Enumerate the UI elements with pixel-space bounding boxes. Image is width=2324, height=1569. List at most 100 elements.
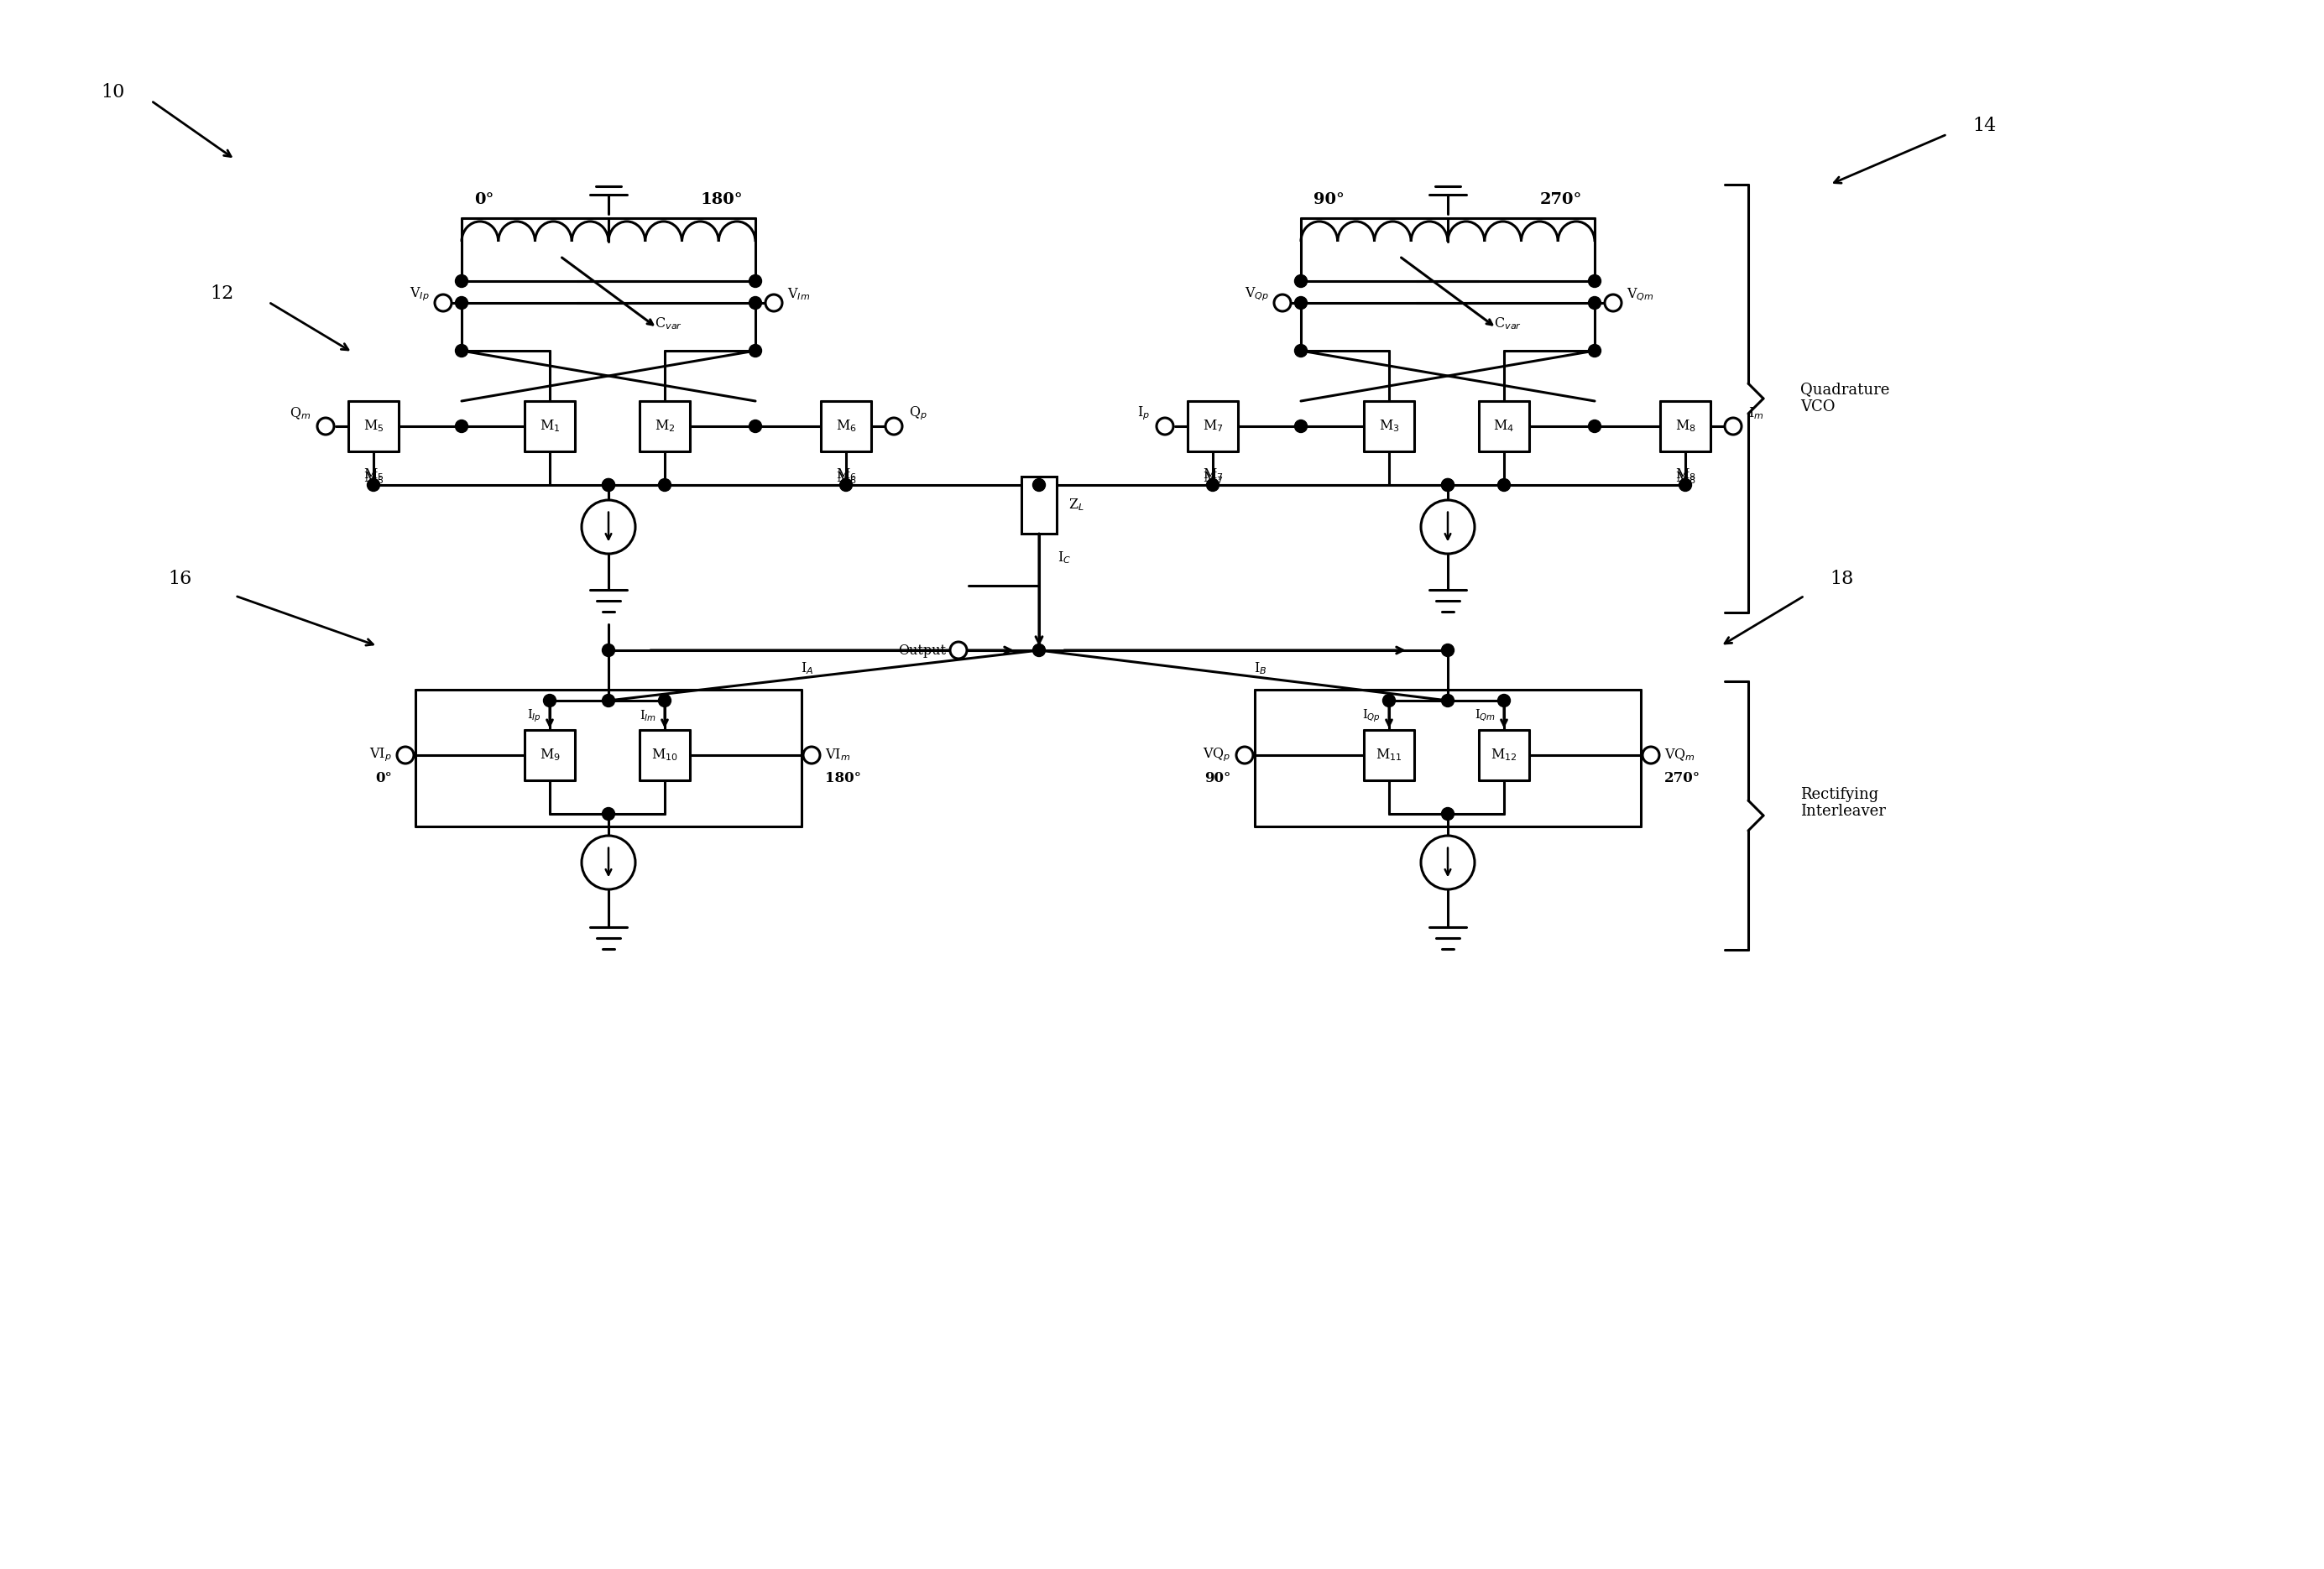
- Circle shape: [1643, 747, 1659, 764]
- Text: 0°: 0°: [474, 191, 493, 207]
- Text: M$_8$: M$_8$: [1676, 466, 1697, 482]
- Circle shape: [1294, 297, 1306, 309]
- Text: M$_3$: M$_3$: [1378, 419, 1399, 435]
- Text: VI$_m$: VI$_m$: [825, 747, 851, 763]
- Text: M$_7$: M$_7$: [1202, 469, 1222, 485]
- Text: Quadrature
VCO: Quadrature VCO: [1801, 383, 1889, 414]
- Circle shape: [1441, 695, 1455, 708]
- Text: C$_{var}$: C$_{var}$: [655, 315, 683, 331]
- Circle shape: [397, 747, 414, 764]
- Text: 10: 10: [100, 83, 125, 102]
- Text: Q$_p$: Q$_p$: [909, 405, 927, 422]
- Circle shape: [1441, 479, 1455, 491]
- Circle shape: [602, 643, 616, 656]
- Text: I$_{Qp}$: I$_{Qp}$: [1362, 708, 1380, 723]
- Text: V$_{Qm}$: V$_{Qm}$: [1627, 287, 1655, 303]
- Text: M$_6$: M$_6$: [837, 469, 858, 485]
- Circle shape: [658, 479, 672, 491]
- Circle shape: [602, 479, 616, 491]
- Text: M$_4$: M$_4$: [1494, 419, 1515, 435]
- Circle shape: [1606, 295, 1622, 311]
- Text: 90°: 90°: [1313, 191, 1346, 207]
- Text: M$_8$: M$_8$: [1676, 419, 1697, 435]
- Circle shape: [1274, 295, 1290, 311]
- Circle shape: [1441, 808, 1455, 821]
- Circle shape: [1032, 643, 1046, 656]
- Text: M$_2$: M$_2$: [655, 419, 674, 435]
- Circle shape: [885, 417, 902, 435]
- Circle shape: [951, 642, 967, 659]
- Text: M$_9$: M$_9$: [539, 747, 560, 763]
- Text: I$_{Ip}$: I$_{Ip}$: [528, 708, 541, 723]
- Circle shape: [1441, 479, 1455, 491]
- Text: Q$_m$: Q$_m$: [288, 406, 311, 422]
- Circle shape: [456, 420, 467, 433]
- Circle shape: [658, 695, 672, 708]
- Text: 90°: 90°: [1204, 772, 1232, 786]
- Circle shape: [544, 695, 555, 708]
- Circle shape: [1294, 275, 1306, 287]
- Circle shape: [748, 297, 762, 309]
- Text: Rectifying
Interleaver: Rectifying Interleaver: [1801, 786, 1885, 819]
- Circle shape: [1587, 275, 1601, 287]
- Circle shape: [1206, 479, 1220, 491]
- Text: M$_{10}$: M$_{10}$: [651, 747, 679, 763]
- Bar: [1664, 405, 1708, 449]
- Text: M$_6$: M$_6$: [837, 419, 858, 435]
- Text: 0°: 0°: [374, 772, 393, 786]
- Text: 16: 16: [167, 570, 191, 588]
- Text: 14: 14: [1973, 116, 1996, 135]
- Circle shape: [318, 417, 335, 435]
- Circle shape: [1678, 479, 1692, 491]
- Text: I$_A$: I$_A$: [799, 661, 813, 676]
- Bar: [351, 405, 395, 449]
- Text: V$_{Qp}$: V$_{Qp}$: [1243, 286, 1269, 303]
- Circle shape: [435, 295, 451, 311]
- Text: I$_C$: I$_C$: [1057, 551, 1071, 566]
- Circle shape: [1587, 297, 1601, 309]
- Text: VQ$_p$: VQ$_p$: [1204, 747, 1232, 764]
- Text: M$_5$: M$_5$: [363, 466, 383, 482]
- Text: 270°: 270°: [1541, 191, 1583, 207]
- Circle shape: [456, 345, 467, 358]
- Circle shape: [1587, 345, 1601, 358]
- Circle shape: [1497, 695, 1511, 708]
- Text: 180°: 180°: [825, 772, 862, 786]
- Circle shape: [1294, 345, 1306, 358]
- Circle shape: [602, 808, 616, 821]
- Text: 270°: 270°: [1664, 772, 1701, 786]
- Circle shape: [839, 479, 853, 491]
- Text: 18: 18: [1829, 570, 1855, 588]
- Circle shape: [765, 295, 783, 311]
- Text: I$_m$: I$_m$: [1748, 406, 1764, 422]
- Circle shape: [1294, 420, 1306, 433]
- Text: M$_{12}$: M$_{12}$: [1490, 747, 1518, 763]
- Text: I$_{Qm}$: I$_{Qm}$: [1473, 708, 1497, 723]
- Text: M$_1$: M$_1$: [539, 419, 560, 435]
- Text: M$_{11}$: M$_{11}$: [1376, 747, 1401, 763]
- Text: Output: Output: [897, 643, 946, 657]
- Text: 12: 12: [209, 284, 232, 303]
- Text: V$_{Im}$: V$_{Im}$: [788, 287, 811, 303]
- Circle shape: [748, 275, 762, 287]
- Circle shape: [1157, 417, 1174, 435]
- Circle shape: [1032, 479, 1046, 491]
- Circle shape: [1441, 643, 1455, 656]
- Circle shape: [804, 747, 820, 764]
- Bar: [1190, 405, 1234, 449]
- Text: C$_{var}$: C$_{var}$: [1494, 315, 1522, 331]
- Circle shape: [456, 275, 467, 287]
- Circle shape: [1587, 420, 1601, 433]
- Bar: [1023, 477, 1057, 533]
- Text: M$_8$: M$_8$: [1676, 469, 1697, 485]
- Text: I$_B$: I$_B$: [1253, 661, 1267, 676]
- Text: I$_{Im}$: I$_{Im}$: [639, 708, 655, 723]
- Text: V$_{Ip}$: V$_{Ip}$: [409, 286, 430, 303]
- Circle shape: [456, 297, 467, 309]
- Circle shape: [748, 345, 762, 358]
- Text: 180°: 180°: [700, 191, 744, 207]
- Text: M$_6$: M$_6$: [837, 466, 858, 482]
- Circle shape: [1236, 747, 1253, 764]
- Circle shape: [602, 479, 616, 491]
- Text: Z$_L$: Z$_L$: [1069, 497, 1085, 513]
